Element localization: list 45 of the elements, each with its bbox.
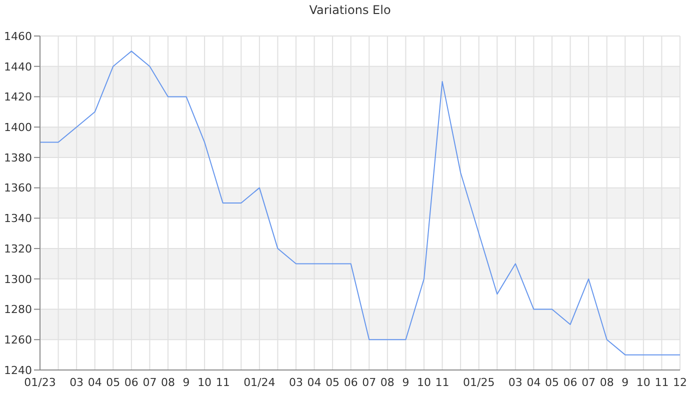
x-tick-label: 03	[508, 376, 522, 389]
x-tick-label: 01/25	[463, 376, 495, 389]
y-tick-label: 1460	[4, 30, 32, 43]
x-tick-label: 04	[307, 376, 322, 389]
y-tick-label: 1440	[4, 60, 32, 74]
chart-title: Variations Elo	[308, 2, 392, 19]
x-tick-label: 03	[289, 376, 303, 389]
x-tick-label: 01/23	[24, 376, 56, 389]
x-tick-label: 9	[622, 376, 629, 389]
y-tick-label: 1420	[4, 90, 32, 104]
y-tick-label: 1340	[4, 212, 32, 226]
x-tick-label: 04	[88, 376, 102, 389]
x-tick-label: 05	[106, 376, 120, 389]
line-series	[40, 50, 680, 356]
x-tick-label: 10	[636, 376, 650, 389]
x-tick-label: 9	[402, 376, 410, 389]
x-tick-label: 01/24	[244, 376, 276, 389]
x-tick-label: 06	[344, 376, 358, 389]
x-tick-label: 11	[216, 376, 230, 389]
y-tick-label: 1380	[4, 151, 32, 164]
x-tick-label: 12	[673, 376, 687, 389]
y-tick-label: 1240	[4, 364, 32, 377]
y-tick-label: 1260	[4, 334, 32, 347]
x-tick-label: 04	[526, 376, 541, 389]
y-tick-label: 1280	[4, 303, 32, 316]
x-tick-label: 10	[417, 376, 431, 389]
x-tick-label: 05	[545, 376, 559, 389]
x-tick-label: 08	[161, 376, 175, 389]
x-tick-label: 10	[198, 376, 212, 389]
x-tick-label: 08	[600, 376, 614, 389]
x-tick-label: 03	[70, 376, 84, 389]
x-tick-label: 07	[362, 376, 376, 389]
x-tick-label: 07	[582, 376, 596, 389]
y-tick-label: 1360	[4, 182, 32, 195]
x-tick-label: 11	[435, 376, 450, 389]
x-tick-label: 08	[380, 376, 394, 389]
x-tick-label: 07	[142, 376, 157, 389]
y-tick-label: 1300	[4, 272, 32, 286]
x-tick-label: 05	[326, 376, 340, 389]
y-tick-label: 1400	[4, 120, 32, 134]
x-tick-label: 06	[124, 376, 138, 389]
x-tick-label: 06	[563, 376, 578, 389]
y-tick-label: 1320	[4, 242, 32, 256]
x-tick-label: 9	[182, 376, 190, 389]
x-tick-label: 11	[654, 376, 669, 389]
